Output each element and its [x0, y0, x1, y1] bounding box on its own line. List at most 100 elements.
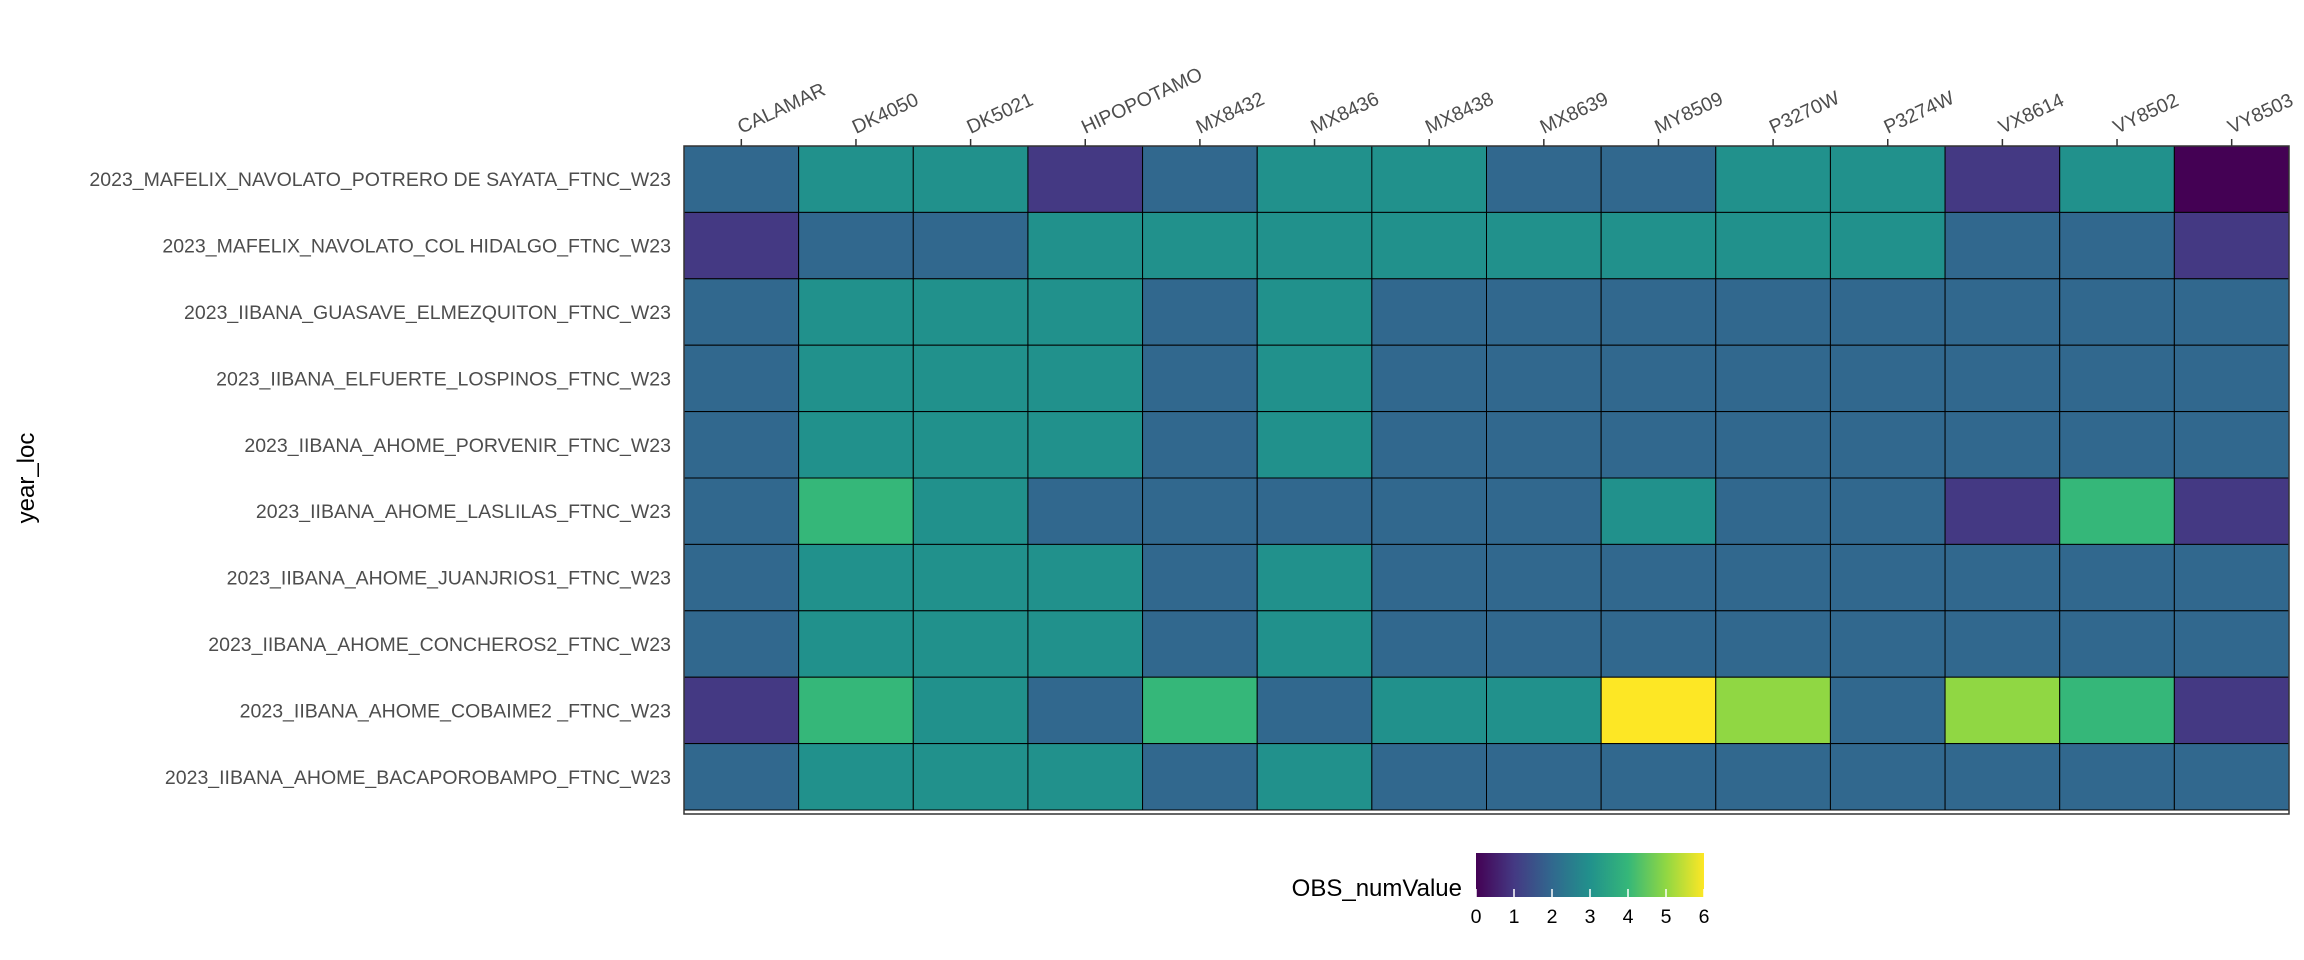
heatmap-cell — [1600, 743, 1717, 811]
heatmap-cell — [2059, 543, 2175, 612]
row-label: 2023_IIBANA_ELFUERTE_LOSPINOS_FTNC_W23 — [216, 368, 671, 390]
heatmap-cell — [1944, 211, 2061, 280]
heatmap-cell — [683, 610, 800, 678]
heatmap-cell — [1486, 211, 1602, 280]
heatmap-cell — [1829, 743, 1946, 811]
column-label: VY8502 — [2110, 89, 2182, 138]
heatmap-cell — [1600, 411, 1717, 479]
heatmap-cell — [912, 543, 1029, 612]
heatmap-cell — [2173, 676, 2290, 745]
heatmap-cell — [2173, 411, 2290, 479]
heatmap-cell — [1027, 145, 1144, 213]
heatmap-cell — [1944, 610, 2061, 678]
heatmap-cell — [1600, 145, 1717, 213]
heatmap-cell — [1142, 278, 1258, 346]
heatmap-cell — [1600, 610, 1717, 678]
column-label: CALAMAR — [734, 79, 829, 139]
heatmap-cell — [2059, 344, 2175, 413]
heatmap-cell — [1142, 610, 1258, 678]
heatmap-cell — [2173, 278, 2290, 346]
row-label: 2023_IIBANA_AHOME_BACAPOROBAMPO_FTNC_W23 — [165, 767, 671, 789]
heatmap-cell — [2173, 743, 2290, 811]
heatmap-cell — [798, 477, 914, 545]
heatmap-cell — [683, 477, 800, 545]
y-axis-title: year_loc — [13, 433, 40, 524]
heatmap-cell — [1600, 344, 1717, 413]
heatmap-cell — [1142, 344, 1258, 413]
heatmap-cell — [1829, 610, 1946, 678]
heatmap-cell — [1256, 676, 1373, 745]
heatmap-cell — [1371, 743, 1488, 811]
heatmap-cell — [1142, 676, 1258, 745]
heatmap-cell — [1027, 344, 1144, 413]
heatmap-cell — [1715, 543, 1831, 612]
heatmap-cell — [2059, 145, 2175, 213]
heatmap-cell — [912, 743, 1029, 811]
column-label: P3274W — [1881, 87, 1959, 139]
legend: OBS_numValue 0 1 2 3 4 5 6 — [1292, 853, 1709, 928]
row-label: 2023_MAFELIX_NAVOLATO_POTRERO DE SAYATA_… — [89, 169, 671, 191]
heatmap-cell — [1027, 543, 1144, 612]
heatmap-cell — [1371, 676, 1488, 745]
column-ticks — [740, 139, 2233, 146]
legend-tick-label: 4 — [1623, 906, 1634, 928]
heatmap-cell — [2173, 211, 2290, 280]
heatmap-cell — [1486, 743, 1602, 811]
heatmap-cell — [798, 344, 914, 413]
column-label: MX8639 — [1537, 88, 1612, 139]
heatmap-cell — [2059, 676, 2175, 745]
heatmap-cell — [2059, 411, 2175, 479]
heatmap-cell — [798, 543, 914, 612]
heatmap-cell — [1256, 477, 1373, 545]
heatmap-cell — [1256, 278, 1373, 346]
heatmap-cell — [1027, 211, 1144, 280]
heatmap-cell — [798, 278, 914, 346]
heatmap-cell — [1829, 344, 1946, 413]
heatmap-cell — [912, 145, 1029, 213]
heatmap-cell — [1944, 411, 2061, 479]
heatmap-cell — [2059, 477, 2175, 545]
heatmap-cell — [2059, 211, 2175, 280]
heatmap-cell — [1256, 145, 1373, 213]
heatmap-cell — [2059, 278, 2175, 346]
heatmap-cell — [1256, 743, 1373, 811]
legend-tick-label: 0 — [1471, 906, 1482, 928]
heatmap-cell — [1027, 676, 1144, 745]
heatmap-cell — [1371, 543, 1488, 612]
heatmap-cell — [912, 278, 1029, 346]
heatmap-cell — [1944, 278, 2061, 346]
heatmap-cell — [1944, 743, 2061, 811]
column-label: MX8438 — [1422, 88, 1497, 139]
heatmap-cell — [1600, 211, 1717, 280]
heatmap-cell — [1715, 278, 1831, 346]
heatmap-cell — [1829, 145, 1946, 213]
row-label: 2023_IIBANA_GUASAVE_ELMEZQUITON_FTNC_W23 — [184, 302, 671, 324]
heatmap-cell — [2173, 610, 2290, 678]
heatmap-cell — [912, 411, 1029, 479]
heatmap-cell — [1715, 610, 1831, 678]
heatmap-cell — [1486, 676, 1602, 745]
row-label: 2023_IIBANA_AHOME_LASLILAS_FTNC_W23 — [256, 501, 671, 523]
row-label: 2023_IIBANA_AHOME_COBAIME2 _FTNC_W23 — [240, 700, 671, 722]
row-labels: 2023_MAFELIX_NAVOLATO_POTRERO DE SAYATA_… — [89, 169, 671, 789]
heatmap-cell — [1371, 477, 1488, 545]
heatmap-cell — [1715, 743, 1831, 811]
heatmap-cell — [2173, 477, 2290, 545]
heatmap-cell — [1027, 477, 1144, 545]
heatmap-cell — [1715, 477, 1831, 545]
heatmap-cell — [1829, 543, 1946, 612]
heatmap-cell — [1944, 676, 2061, 745]
column-label: HIPOPOTAMO — [1078, 63, 1206, 138]
heatmap-cell — [683, 278, 800, 346]
heatmap-cell — [1142, 411, 1258, 479]
heatmap-cells — [683, 145, 2290, 811]
heatmap-cell — [1371, 145, 1488, 213]
column-label: DK4050 — [849, 89, 922, 139]
heatmap-cell — [683, 676, 800, 745]
column-label: VX8614 — [1995, 89, 2067, 138]
heatmap-cell — [1944, 344, 2061, 413]
row-label: 2023_IIBANA_AHOME_PORVENIR_FTNC_W23 — [244, 435, 671, 457]
legend-title: OBS_numValue — [1292, 875, 1462, 902]
heatmap-cell — [1715, 145, 1831, 213]
